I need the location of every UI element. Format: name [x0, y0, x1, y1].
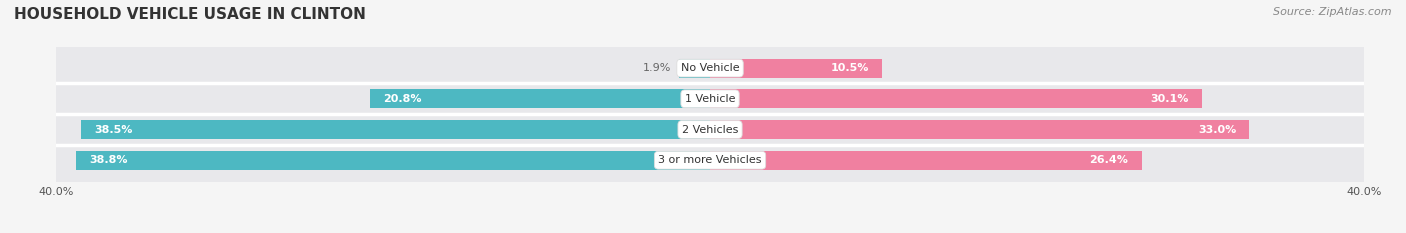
Text: 26.4%: 26.4% — [1090, 155, 1129, 165]
FancyBboxPatch shape — [52, 46, 1368, 90]
Bar — [679, 58, 710, 78]
Bar — [710, 151, 1142, 170]
Bar — [710, 120, 1250, 139]
Text: 2 Vehicles: 2 Vehicles — [682, 124, 738, 134]
Text: 1.9%: 1.9% — [643, 63, 671, 73]
Text: No Vehicle: No Vehicle — [681, 63, 740, 73]
Text: HOUSEHOLD VEHICLE USAGE IN CLINTON: HOUSEHOLD VEHICLE USAGE IN CLINTON — [14, 7, 366, 22]
Bar — [80, 120, 710, 139]
Text: 33.0%: 33.0% — [1198, 124, 1236, 134]
Bar — [710, 89, 1202, 108]
FancyBboxPatch shape — [52, 138, 1368, 182]
Text: 1 Vehicle: 1 Vehicle — [685, 94, 735, 104]
Bar — [710, 58, 882, 78]
Text: 38.5%: 38.5% — [94, 124, 132, 134]
Text: Source: ZipAtlas.com: Source: ZipAtlas.com — [1274, 7, 1392, 17]
FancyBboxPatch shape — [52, 108, 1368, 151]
Bar — [370, 89, 710, 108]
Text: 10.5%: 10.5% — [830, 63, 869, 73]
Bar — [76, 151, 710, 170]
FancyBboxPatch shape — [52, 77, 1368, 121]
Text: 30.1%: 30.1% — [1150, 94, 1189, 104]
Text: 38.8%: 38.8% — [89, 155, 128, 165]
Text: 20.8%: 20.8% — [382, 94, 422, 104]
Text: 3 or more Vehicles: 3 or more Vehicles — [658, 155, 762, 165]
